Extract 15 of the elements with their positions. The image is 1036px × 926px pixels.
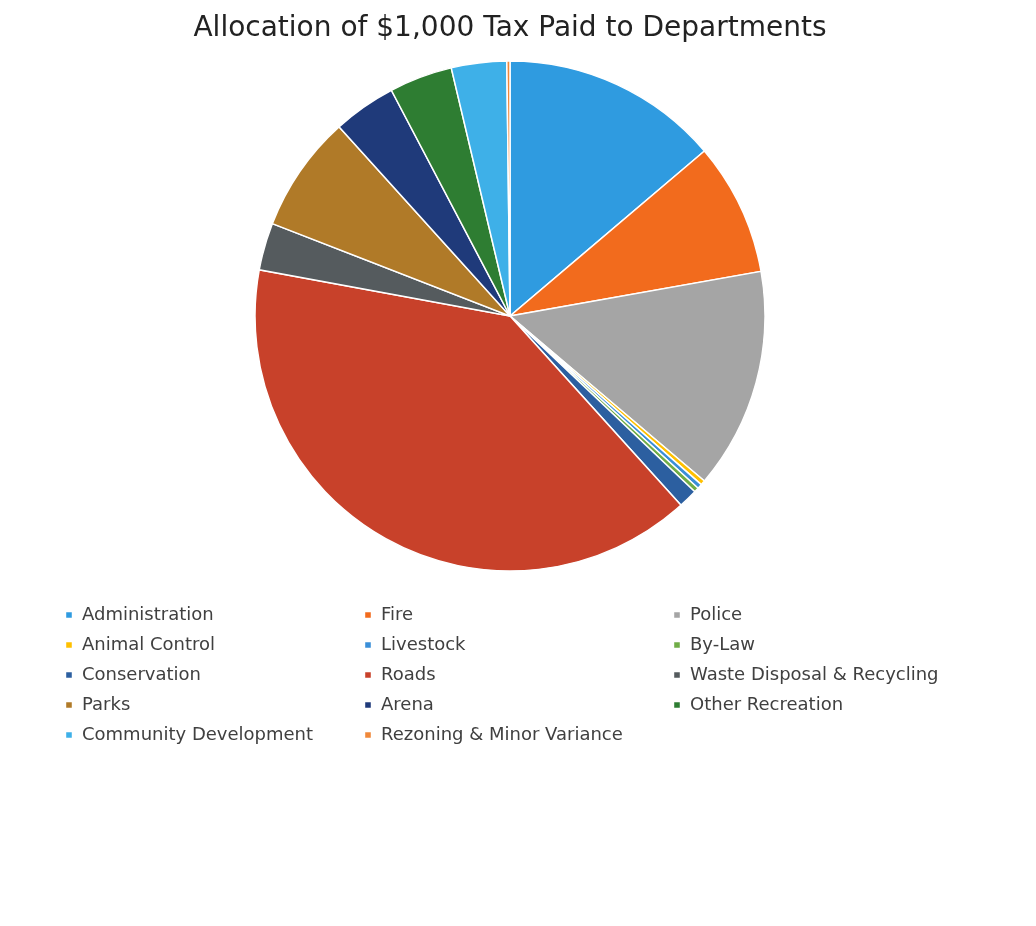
- legend-label: Parks: [82, 693, 131, 714]
- legend-label: Community Development: [82, 723, 314, 744]
- legend-label: Conservation: [82, 663, 202, 684]
- chart-title: Allocation of $1,000 Tax Paid to Departments: [193, 10, 827, 43]
- legend-label: Administration: [82, 603, 214, 624]
- legend-label: Fire: [381, 603, 414, 624]
- legend-label: Livestock: [381, 633, 467, 654]
- legend-label: Rezoning & Minor Variance: [381, 723, 623, 744]
- legend-label: Arena: [381, 693, 434, 714]
- legend-label: Police: [690, 603, 743, 624]
- legend-label: Animal Control: [82, 633, 216, 654]
- legend-label: Roads: [381, 663, 436, 684]
- legend-label: By-Law: [690, 633, 755, 654]
- legend-label: Waste Disposal & Recycling: [690, 663, 939, 684]
- legend-label: Other Recreation: [690, 693, 844, 714]
